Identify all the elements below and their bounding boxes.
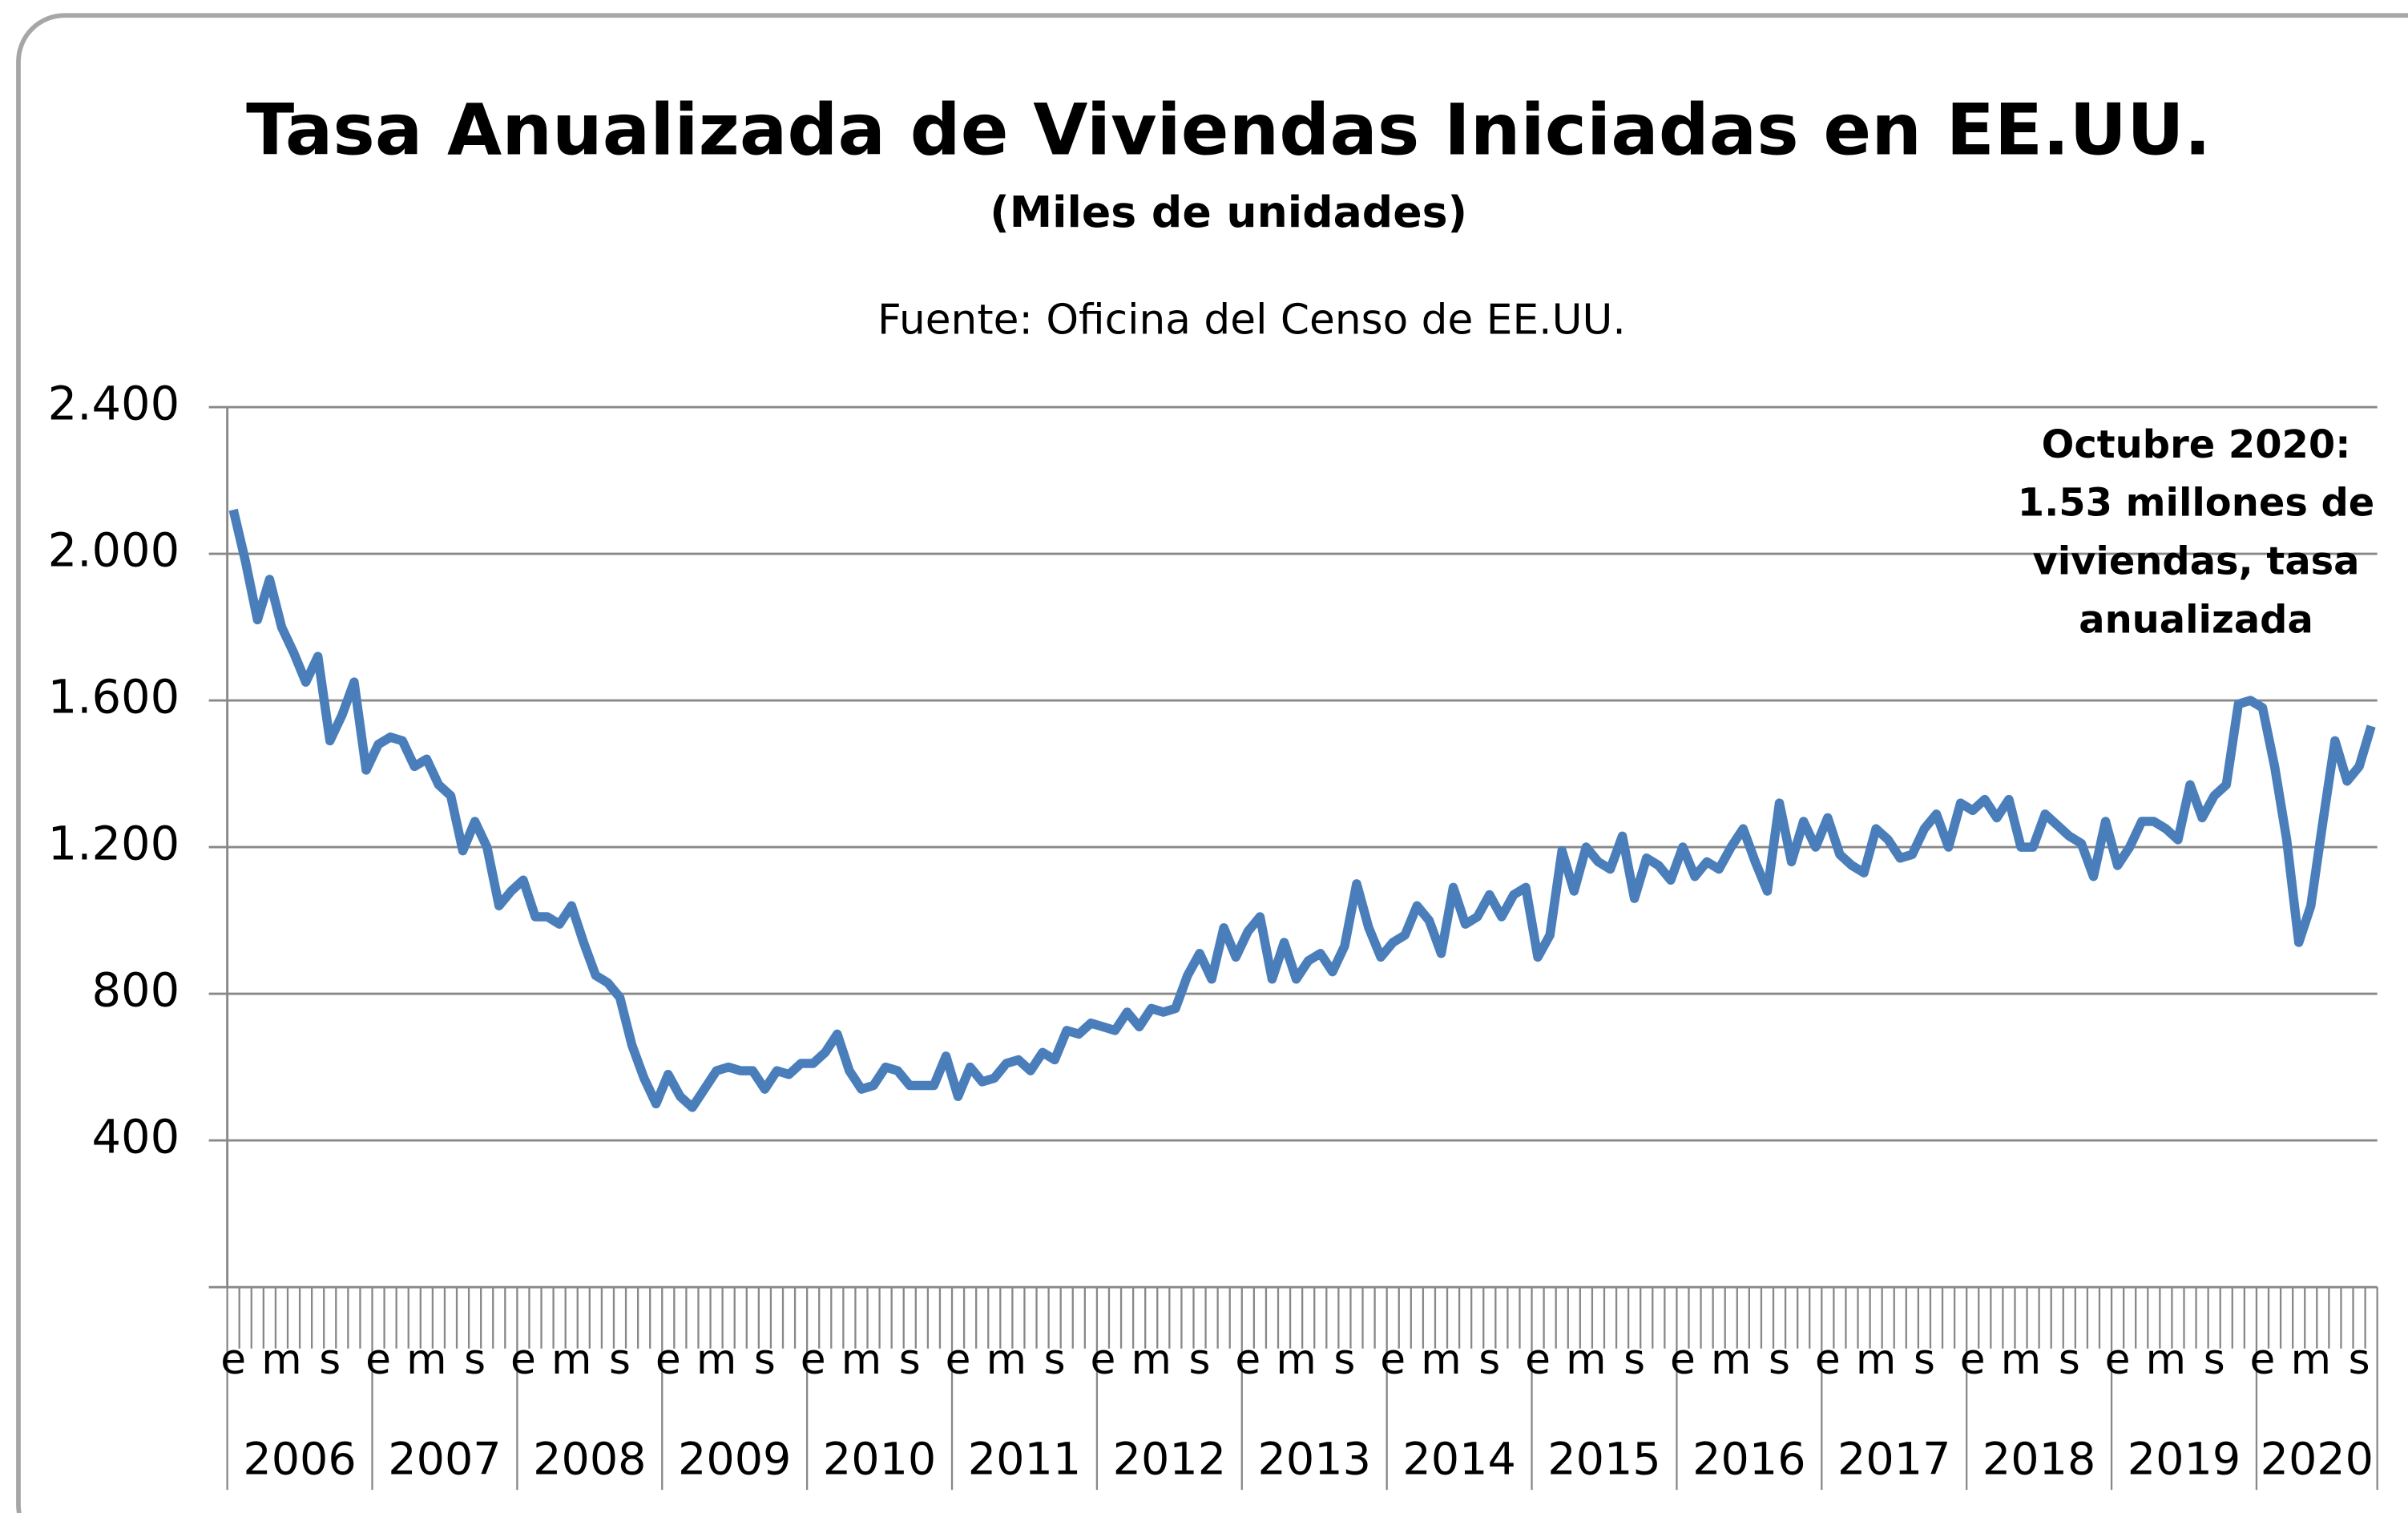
x-tick-label: m — [1566, 1336, 1606, 1384]
y-tick-label: 2.400 — [48, 377, 180, 431]
x-tick-label: s — [2059, 1336, 2080, 1384]
year-label: 2010 — [823, 1434, 936, 1486]
x-tick-label: e — [801, 1336, 826, 1384]
x-tick-label: e — [1670, 1336, 1696, 1384]
x-tick-label: m — [261, 1336, 301, 1384]
x-tick-label: m — [1856, 1336, 1896, 1384]
year-label: 2019 — [2128, 1434, 2241, 1486]
x-tick-label: m — [2291, 1336, 2331, 1384]
x-tick-label: e — [1960, 1336, 1986, 1384]
x-tick-label: m — [1131, 1336, 1172, 1384]
x-tick-label: e — [1815, 1336, 1841, 1384]
annotation: Octubre 2020: — [2042, 423, 2351, 467]
year-label: 2009 — [678, 1434, 791, 1486]
x-tick-label: s — [2349, 1336, 2370, 1384]
x-tick-label: m — [2146, 1336, 2186, 1384]
x-tick-label: m — [2001, 1336, 2041, 1384]
data-line — [228, 508, 2376, 1112]
chart-title: Tasa Anualizada de Viviendas Iniciadas e… — [246, 89, 2211, 171]
year-label: 2011 — [968, 1434, 1081, 1486]
x-tick-label: s — [1333, 1336, 1355, 1384]
x-tick-label: e — [1235, 1336, 1260, 1384]
x-tick-label: s — [609, 1336, 631, 1384]
x-tick-label: s — [899, 1336, 921, 1384]
chart-frame — [16, 13, 2408, 1513]
y-tick-label: 2.000 — [48, 524, 180, 578]
x-tick-label: s — [2204, 1336, 2225, 1384]
x-tick-label: e — [1525, 1336, 1551, 1384]
x-tick-label: s — [1189, 1336, 1211, 1384]
year-label: 2008 — [533, 1434, 646, 1486]
x-tick-label: e — [655, 1336, 681, 1384]
x-tick-label: m — [986, 1336, 1027, 1384]
annotation: viviendas, tasa — [2033, 539, 2360, 583]
x-tick-label: m — [1711, 1336, 1751, 1384]
year-label: 2006 — [243, 1434, 356, 1486]
x-tick-label: e — [1380, 1336, 1406, 1384]
y-tick-label: 400 — [91, 1111, 179, 1164]
y-tick-label: 1.200 — [48, 817, 180, 871]
chart-source: Fuente: Oficina del Censo de EE.UU. — [877, 297, 1626, 345]
year-label: 2012 — [1113, 1434, 1226, 1486]
x-tick-label: m — [1276, 1336, 1316, 1384]
year-label: 2016 — [1692, 1434, 1805, 1486]
year-label: 2007 — [388, 1434, 501, 1486]
annotation: 1.53 millones de — [2018, 482, 2375, 526]
x-tick-label: e — [365, 1336, 391, 1384]
x-tick-label: s — [1914, 1336, 1935, 1384]
year-label: 2013 — [1258, 1434, 1371, 1486]
year-label: 2020 — [2261, 1434, 2374, 1486]
x-tick-label: e — [946, 1336, 971, 1384]
x-tick-label: s — [1478, 1336, 1500, 1384]
year-label: 2017 — [1837, 1434, 1950, 1486]
x-tick-label: e — [1091, 1336, 1116, 1384]
x-tick-label: e — [220, 1336, 246, 1384]
x-tick-label: e — [510, 1336, 536, 1384]
x-tick-label: m — [696, 1336, 736, 1384]
x-tick-label: m — [406, 1336, 446, 1384]
year-label: 2014 — [1402, 1434, 1515, 1486]
x-tick-label: e — [2105, 1336, 2131, 1384]
year-label: 2018 — [1982, 1434, 2095, 1486]
x-tick-label: s — [319, 1336, 341, 1384]
x-tick-label: m — [551, 1336, 591, 1384]
x-tick-label: m — [841, 1336, 881, 1384]
x-tick-label: s — [1769, 1336, 1790, 1384]
x-tick-label: s — [1623, 1336, 1645, 1384]
y-tick-label: 1.600 — [48, 671, 180, 724]
x-tick-label: e — [2250, 1336, 2276, 1384]
chart-subtitle: (Miles de unidades) — [990, 187, 1467, 237]
x-tick-label: s — [464, 1336, 486, 1384]
x-tick-label: s — [754, 1336, 776, 1384]
y-tick-label: 800 — [91, 964, 179, 1018]
annotation: anualizada — [2079, 598, 2313, 642]
year-label: 2015 — [1547, 1434, 1660, 1486]
x-tick-label: m — [1421, 1336, 1461, 1384]
x-tick-label: s — [1044, 1336, 1066, 1384]
